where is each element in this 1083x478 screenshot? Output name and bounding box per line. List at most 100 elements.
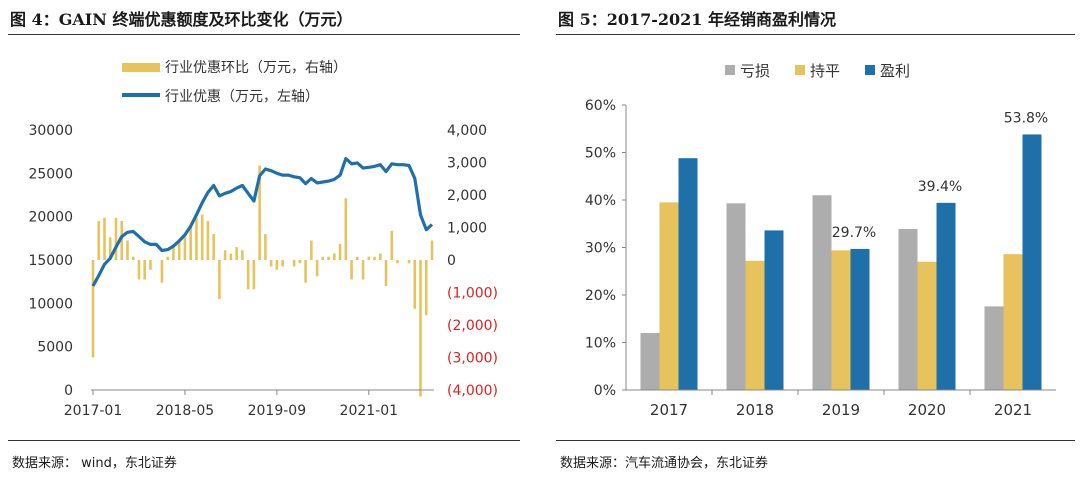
mom-bar	[269, 260, 273, 267]
right-y-tick-label: (4,000)	[447, 383, 498, 399]
mom-bar	[166, 256, 169, 260]
bar-2018-3	[764, 230, 784, 390]
right-y-tick-label: 2,000	[447, 188, 487, 204]
left-y-tick-label: 5000	[37, 340, 73, 356]
mom-bar	[327, 256, 330, 260]
mom-bar	[206, 221, 210, 260]
x-category-label: 2017	[650, 401, 688, 419]
left-figure-title: 图 4：GAIN 终端优惠额度及环比变化（万元）	[10, 10, 353, 29]
mom-bar	[200, 214, 204, 260]
mom-bar	[373, 256, 376, 260]
bar-2019-1	[812, 195, 832, 390]
mom-bar	[298, 260, 302, 264]
mom-bar	[172, 247, 175, 260]
mom-bar	[137, 260, 141, 280]
bar-2021-3	[1022, 134, 1042, 390]
mom-bar	[413, 260, 417, 309]
mom-bar	[229, 253, 233, 260]
mom-bar	[407, 260, 411, 264]
left-y-tick-label: 0	[64, 383, 73, 399]
x-tick-label: 2019-09	[248, 403, 307, 419]
y-tick-label: 40%	[585, 193, 616, 209]
right-footer-rule	[556, 440, 1075, 441]
mom-bar	[264, 234, 267, 260]
mom-bar	[292, 260, 296, 267]
mom-bar	[149, 260, 152, 270]
discount-line	[91, 157, 434, 287]
mom-bar	[384, 260, 388, 286]
right-title-rule	[556, 34, 1075, 35]
bar-2021-2	[1003, 254, 1023, 390]
left-y-tick-label: 20000	[28, 210, 73, 226]
x-tick-label: 2017-01	[64, 403, 123, 419]
bar-2021-1	[984, 306, 1004, 390]
y-tick-label: 30%	[585, 241, 616, 257]
mom-bar	[378, 253, 382, 260]
right-chart-svg: 亏损 持平 盈利 0% 10% 20% 30% 40% 50% 60% 2017 2018 2019 20…	[585, 62, 1056, 419]
left-figure-panel: 图 4：GAIN 终端优惠额度及环比变化（万元） 行业优惠环比（万元，右轴） 行业…	[0, 0, 528, 478]
left-y-tick-label: 10000	[28, 296, 73, 312]
bar-2017-3	[678, 158, 698, 390]
left-y-tick-label: 30000	[28, 123, 73, 139]
x-tick-label: 2021-01	[340, 403, 399, 419]
mom-bar	[108, 237, 112, 260]
mom-bar	[246, 260, 250, 290]
mom-bar	[361, 260, 365, 280]
right-y-tick-label: 3,000	[447, 156, 487, 172]
mom-bar	[333, 253, 336, 260]
mom-bar	[143, 260, 147, 280]
bar-2017-1	[640, 333, 660, 390]
mom-bar	[430, 240, 434, 260]
mom-bar	[252, 260, 256, 290]
mom-bar	[103, 217, 106, 260]
legend-swatch-1	[725, 65, 735, 75]
bar-2020-1	[898, 228, 918, 390]
left-source-note: 数据来源： wind，东北证券	[12, 456, 177, 471]
mom-bar	[218, 260, 221, 299]
legend-swatch-bar	[122, 63, 160, 72]
data-label: 39.4%	[918, 179, 962, 195]
mom-bar	[338, 243, 342, 260]
x-tick-label: 2018-05	[156, 403, 215, 419]
legend-label-2: 持平	[810, 62, 840, 80]
right-y-tick-label: 1,000	[447, 221, 487, 237]
y-tick-label: 50%	[585, 146, 616, 162]
mom-bar	[281, 260, 284, 267]
left-y-tick-label: 25000	[28, 166, 73, 182]
right-figure-panel: 图 5：2017-2021 年经销商盈利情况 亏损 持平 盈利 0% 10% 20% 30%…	[548, 0, 1083, 478]
bar-2019-3	[850, 248, 870, 390]
x-category-label: 2018	[736, 401, 774, 419]
x-category-label: 2019	[822, 401, 860, 419]
x-category-label: 2020	[908, 401, 946, 419]
bar-2020-2	[917, 261, 937, 390]
right-y-tick-label: (2,000)	[447, 318, 498, 334]
mom-bar	[304, 260, 307, 283]
mom-bar	[315, 260, 319, 277]
mom-bar	[131, 256, 135, 260]
x-category-label: 2021	[994, 401, 1032, 419]
mom-bar	[258, 165, 261, 260]
mom-bar	[212, 234, 215, 260]
legend-label-3: 盈利	[880, 62, 910, 80]
mom-bar	[356, 256, 359, 260]
legend-swatch-2	[795, 65, 805, 75]
mom-bar	[321, 256, 325, 260]
mom-bar	[223, 250, 227, 260]
right-source-note: 数据来源：汽车流通协会，东北证券	[560, 456, 769, 471]
mom-bar	[235, 247, 238, 260]
right-y-tick-label: (1,000)	[447, 286, 498, 302]
y-tick-label: 0%	[594, 383, 616, 399]
legend-label-line: 行业优惠（万元，左轴）	[165, 89, 319, 105]
left-chart-svg: 行业优惠环比（万元，右轴） 行业优惠（万元，左轴） 0 5000 10000 15000 2…	[28, 60, 498, 419]
mom-bar	[396, 260, 399, 264]
mom-bar	[114, 217, 118, 260]
bar-2019-2	[831, 250, 851, 390]
legend-swatch-3	[865, 65, 875, 75]
legend-label-1: 亏损	[740, 62, 770, 80]
mom-bar	[120, 221, 124, 260]
bar-2018-1	[726, 203, 746, 390]
mom-bar	[177, 240, 181, 260]
right-y-tick-label: (3,000)	[447, 351, 498, 367]
right-y-tick-label: 0	[447, 253, 456, 269]
mom-bar	[91, 260, 95, 358]
